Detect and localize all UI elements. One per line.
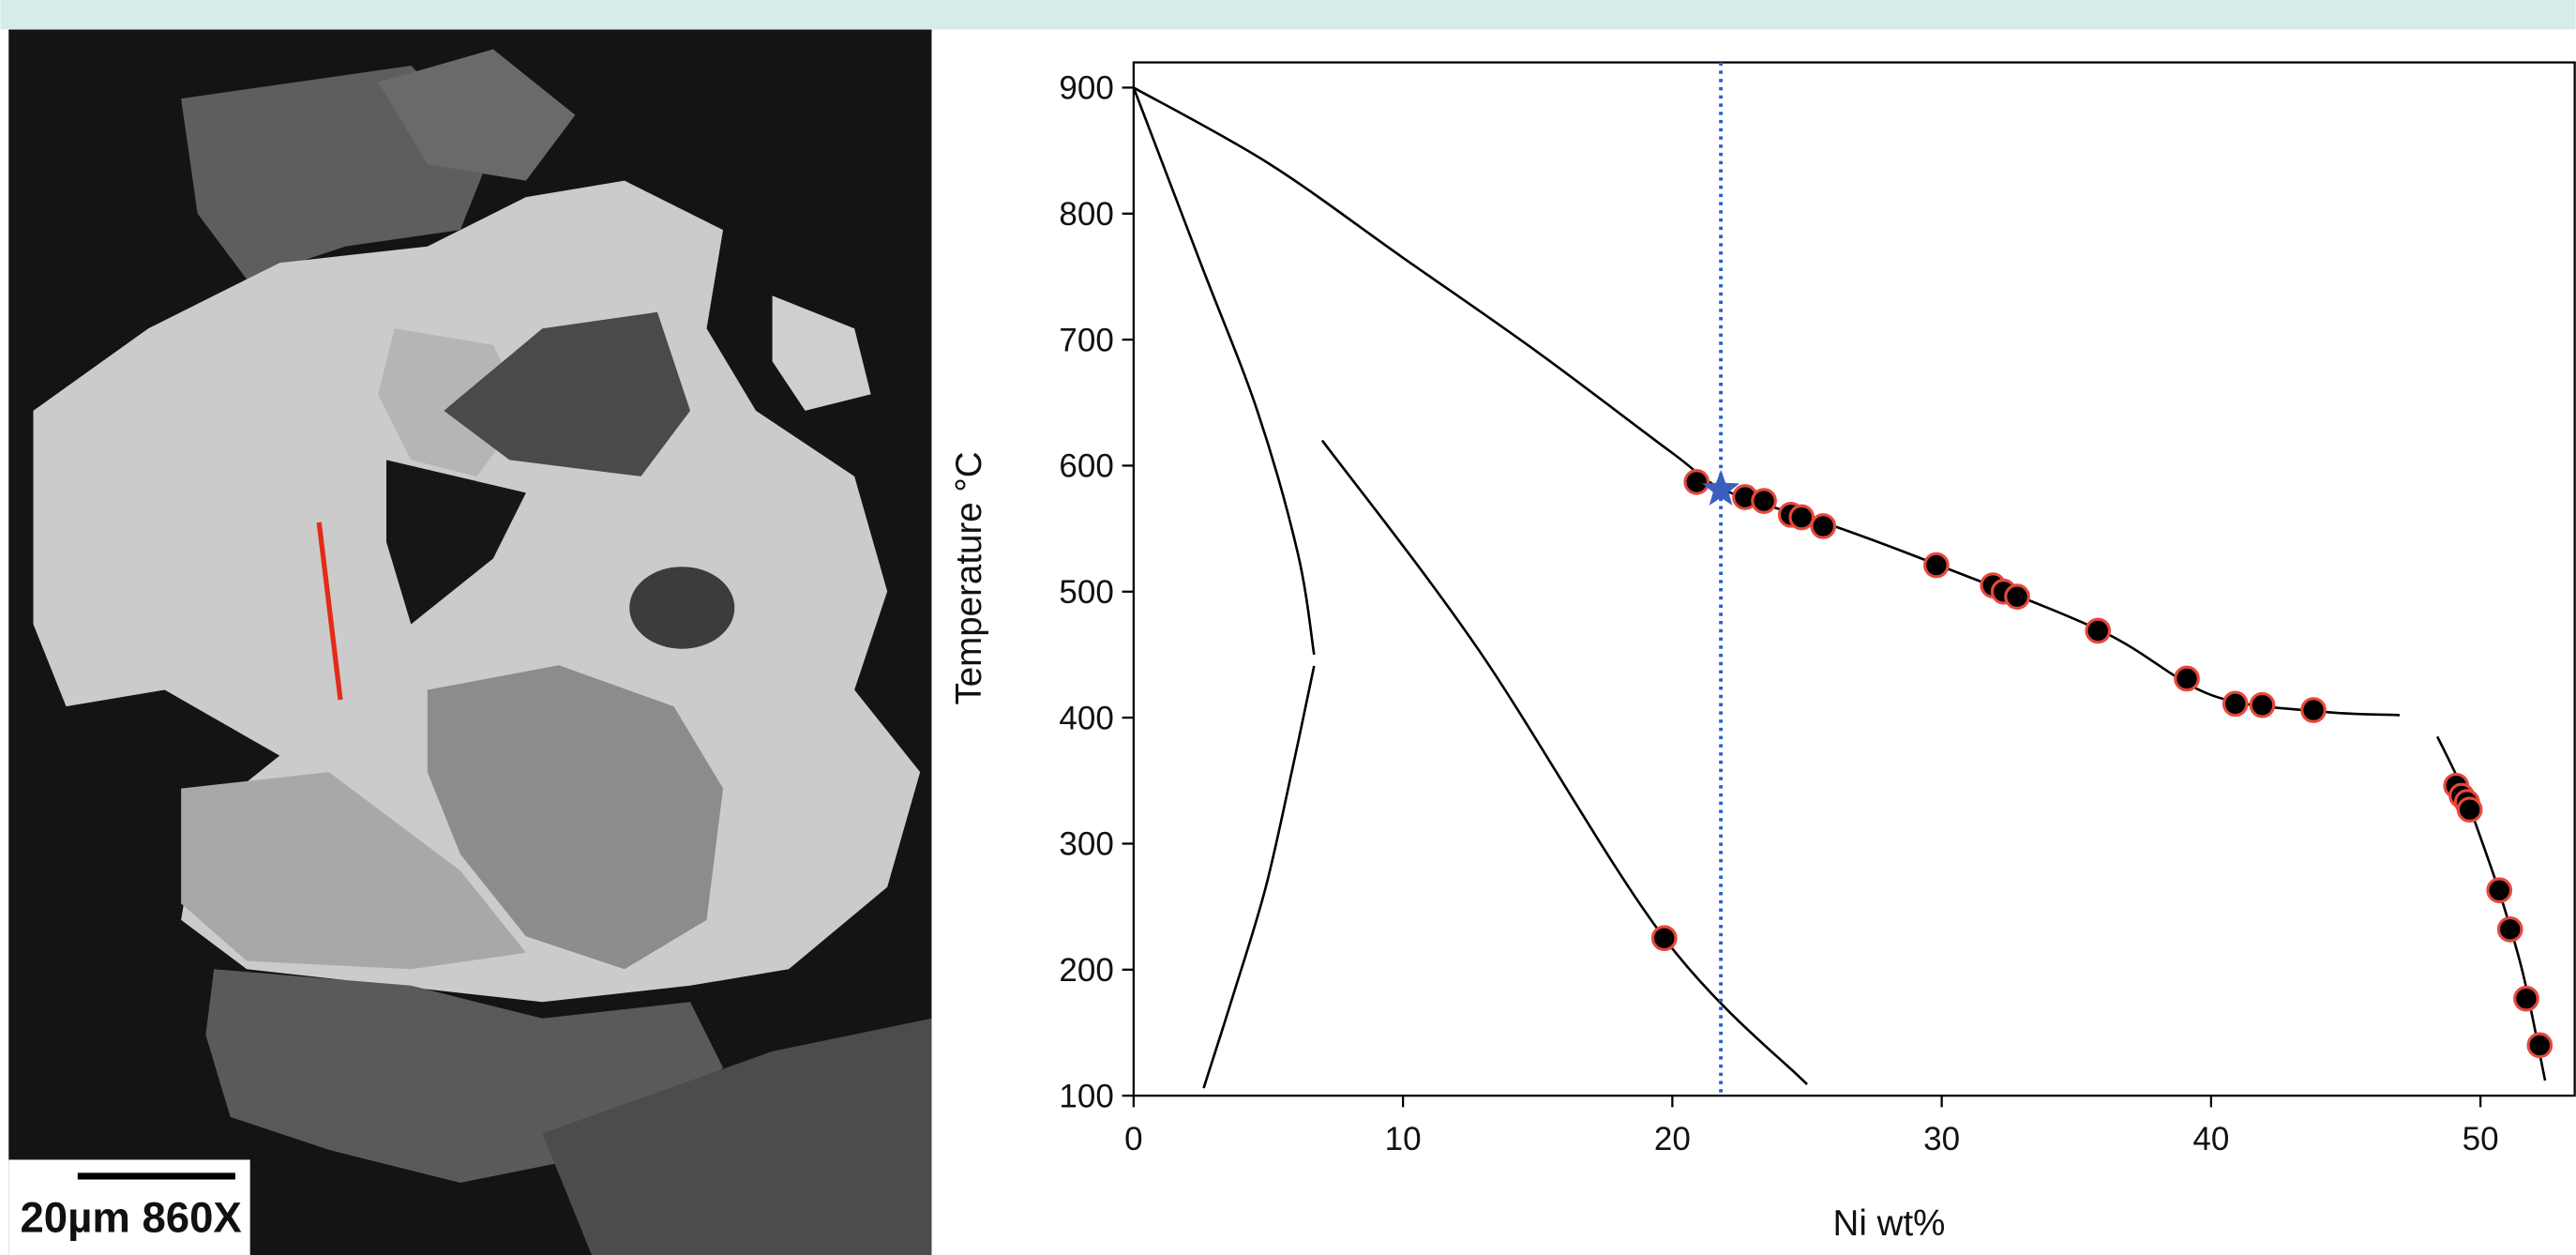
y-tick-label: 900 (1059, 70, 1113, 107)
plot: 0 10 20 30 40 50 100 200 300 400 500 600 700 800 900 (1059, 61, 2576, 1157)
data-point (2456, 796, 2483, 824)
x-tick-label: 40 (2192, 1121, 2229, 1157)
data-point (2496, 915, 2523, 943)
x-axis-label: Ni wt% (1833, 1203, 1946, 1244)
plot-frame (1132, 61, 2576, 1097)
data-point (2085, 617, 2112, 644)
curve (1202, 665, 1316, 1089)
banner (0, 0, 2576, 30)
data-point (1810, 513, 1837, 539)
data-point (2526, 1032, 2553, 1059)
x-tick-label: 10 (1385, 1121, 1422, 1157)
curve (1320, 439, 1808, 1085)
x-tick-label: 0 (1124, 1121, 1142, 1157)
data-point (2513, 985, 2539, 1012)
y-tick-label: 200 (1059, 952, 1113, 989)
micrograph: 20µm 860X (8, 29, 932, 1255)
y-tick-label: 500 (1059, 574, 1113, 611)
y-tick-label: 400 (1059, 700, 1113, 736)
x-tick-label: 50 (2463, 1121, 2499, 1157)
curve (1132, 86, 1316, 656)
data-point (2222, 690, 2249, 718)
data-point (1650, 925, 1678, 952)
x-tick-label: 20 (1654, 1121, 1691, 1157)
data-point (2004, 583, 2030, 610)
data-point (2249, 691, 2276, 718)
star-marker (1702, 469, 1740, 506)
data-point (2486, 877, 2513, 903)
data-point (1923, 552, 1950, 579)
y-axis-label: Temperature °C (949, 451, 989, 704)
scale-label: 20µm 860X (20, 1193, 241, 1241)
data-point (1751, 488, 1777, 514)
y-tick-label: 100 (1059, 1078, 1113, 1114)
x-tick-label: 30 (1923, 1121, 1960, 1157)
data-point (1683, 469, 1710, 495)
data-point (2174, 665, 2200, 692)
data-point (2300, 697, 2327, 723)
y-tick-label: 300 (1059, 826, 1113, 863)
y-tick-label: 800 (1059, 196, 1113, 233)
curve (1133, 86, 2401, 717)
data-point (1788, 504, 1815, 531)
y-tick-label: 600 (1059, 448, 1113, 485)
y-tick-label: 700 (1059, 322, 1113, 358)
